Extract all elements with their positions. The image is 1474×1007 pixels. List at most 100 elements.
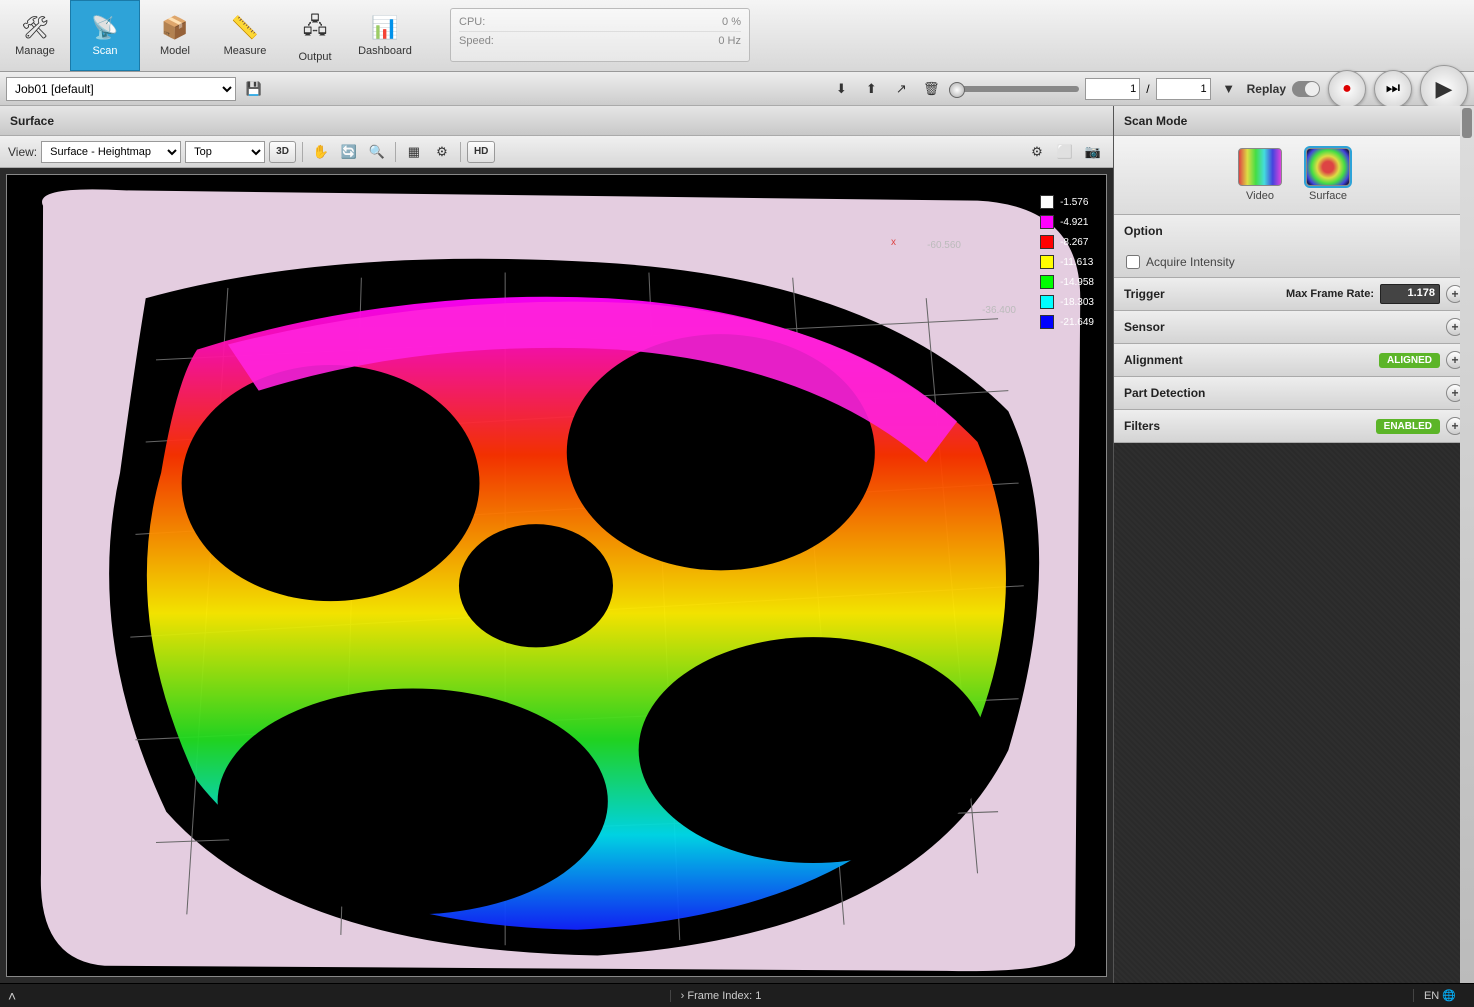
surface-header: Surface: [0, 106, 1113, 136]
manage-icon: 🛠: [21, 15, 49, 41]
external-icon[interactable]: ↗: [889, 77, 913, 101]
window-icon[interactable]: ⬜: [1053, 140, 1077, 164]
dashboard-icon: 📊: [371, 15, 398, 41]
axis-z-value: -36.400: [982, 305, 1016, 316]
replay-toggle[interactable]: [1292, 81, 1320, 97]
video-mode-icon: [1238, 148, 1282, 186]
measure-icon: 📏: [231, 15, 258, 41]
part-detection-section: Part Detection +: [1114, 377, 1474, 410]
scan-mode-block: Video Surface: [1114, 136, 1474, 215]
playback-slider[interactable]: [949, 86, 1079, 92]
view-label: View:: [8, 145, 37, 159]
legend-item: -4.921: [1040, 215, 1094, 229]
upload-icon[interactable]: ⬆: [859, 77, 883, 101]
trigger-header[interactable]: Trigger Max Frame Rate: 1.178 +: [1114, 278, 1474, 310]
legend-item: -8.267: [1040, 235, 1094, 249]
3d-viewport[interactable]: x -60.560 -36.400 -1.576 -4.921 -8.267 -11.…: [6, 174, 1107, 977]
record-button[interactable]: ●: [1328, 70, 1366, 108]
acquire-intensity-checkbox[interactable]: Acquire Intensity: [1126, 255, 1462, 269]
pan-icon[interactable]: ✋: [309, 140, 333, 164]
alignment-header[interactable]: Alignment ALIGNED +: [1114, 344, 1474, 376]
cpu-speed-panel: CPU: 0 % Speed: 0 Hz: [450, 8, 750, 62]
orientation-select[interactable]: Top: [185, 141, 265, 163]
sidebar-scrollbar[interactable]: [1460, 106, 1474, 983]
speed-label: Speed:: [459, 35, 494, 47]
axis-x-value: -60.560: [927, 240, 961, 251]
range-from-input[interactable]: [1085, 78, 1140, 100]
toolbar-model-button[interactable]: 📦Model: [140, 0, 210, 71]
color-legend: -1.576 -4.921 -8.267 -11.613 -14.958 -18.303 -…: [1040, 195, 1094, 335]
legend-value: -18.303: [1060, 297, 1094, 308]
zoom-icon[interactable]: 🔍: [365, 140, 389, 164]
mode-surface-button[interactable]: Surface: [1299, 148, 1357, 202]
legend-swatch: [1040, 215, 1054, 229]
max-frame-label: Max Frame Rate:: [1286, 288, 1374, 300]
legend-value: -21.649: [1060, 317, 1094, 328]
statusbar-expand-icon[interactable]: ˄: [8, 988, 28, 1004]
max-frame-value: 1.178: [1380, 284, 1440, 304]
scan-icon: 📡: [91, 15, 118, 41]
legend-value: -4.921: [1060, 217, 1088, 228]
range-to-input[interactable]: [1156, 78, 1211, 100]
trigger-section: Trigger Max Frame Rate: 1.178 +: [1114, 278, 1474, 311]
grid-icon[interactable]: ▦: [402, 140, 426, 164]
speed-value: 0 Hz: [718, 35, 741, 47]
legend-value: -14.958: [1060, 277, 1094, 288]
legend-value: -11.613: [1060, 257, 1093, 268]
toolbar-manage-button[interactable]: 🛠Manage: [0, 0, 70, 71]
filters-section: Filters ENABLED +: [1114, 410, 1474, 443]
filter-icon[interactable]: ▼: [1217, 77, 1241, 101]
legend-value: -1.576: [1060, 197, 1088, 208]
legend-swatch: [1040, 195, 1054, 209]
settings-icon[interactable]: ⚙: [430, 140, 454, 164]
3d-button[interactable]: 3D: [269, 141, 296, 163]
right-sidebar: Scan Mode Video Surface Option Acquire I…: [1114, 106, 1474, 983]
save-icon[interactable]: 💾: [242, 77, 266, 101]
replay-label: Replay: [1247, 82, 1286, 96]
status-bar: ˄ › Frame Index: 1 EN 🌐: [0, 983, 1474, 1007]
sensor-header[interactable]: Sensor +: [1114, 311, 1474, 343]
frame-index-label: › Frame Index: 1: [670, 990, 772, 1002]
legend-swatch: [1040, 235, 1054, 249]
cpu-label: CPU:: [459, 16, 485, 28]
legend-swatch: [1040, 275, 1054, 289]
axis-x-label: x: [891, 237, 896, 248]
step-button[interactable]: ⏭: [1374, 70, 1412, 108]
job-select[interactable]: Job01 [default]: [6, 77, 236, 101]
trash-icon[interactable]: 🗑: [919, 77, 943, 101]
surface-panel: Surface View: Surface - Heightmap Top 3D…: [0, 106, 1114, 983]
download-icon[interactable]: ⬇: [829, 77, 853, 101]
sensor-section: Sensor +: [1114, 311, 1474, 344]
language-indicator[interactable]: EN 🌐: [1413, 989, 1466, 1002]
hd-button[interactable]: HD: [467, 141, 495, 163]
filters-header[interactable]: Filters ENABLED +: [1114, 410, 1474, 442]
output-icon: 🖧: [303, 9, 328, 47]
surface-mode-icon: [1306, 148, 1350, 186]
sidebar-empty-area: [1114, 443, 1474, 983]
legend-item: -11.613: [1040, 255, 1094, 269]
option-header: Option: [1114, 215, 1474, 247]
gear-icon[interactable]: ⚙: [1025, 140, 1049, 164]
legend-swatch: [1040, 295, 1054, 309]
toolbar-output-button[interactable]: 🖧Output: [280, 0, 350, 71]
heightmap-render: [7, 175, 1106, 976]
rotate-icon[interactable]: 🔄: [337, 140, 361, 164]
mode-video-button[interactable]: Video: [1231, 148, 1289, 202]
legend-item: -1.576: [1040, 195, 1094, 209]
legend-value: -8.267: [1060, 237, 1088, 248]
toolbar-scan-button[interactable]: 📡Scan: [70, 0, 140, 71]
model-icon: 📦: [161, 15, 188, 41]
toolbar-measure-button[interactable]: 📏Measure: [210, 0, 280, 71]
main-toolbar: 🛠Manage📡Scan📦Model📏Measure🖧Output📊Dashbo…: [0, 0, 1474, 72]
job-bar: Job01 [default] 💾 ⬇ ⬆ ↗ 🗑 / ▼ Replay ● ⏭…: [0, 72, 1474, 106]
toolbar-dashboard-button[interactable]: 📊Dashboard: [350, 0, 420, 71]
legend-item: -18.303: [1040, 295, 1094, 309]
range-separator: /: [1146, 82, 1149, 96]
cpu-value: 0 %: [722, 16, 741, 28]
legend-item: -21.649: [1040, 315, 1094, 329]
camera-icon[interactable]: 📷: [1081, 140, 1105, 164]
filters-status-badge: ENABLED: [1376, 419, 1440, 434]
part-detection-header[interactable]: Part Detection +: [1114, 377, 1474, 409]
view-mode-select[interactable]: Surface - Heightmap: [41, 141, 181, 163]
alignment-section: Alignment ALIGNED +: [1114, 344, 1474, 377]
